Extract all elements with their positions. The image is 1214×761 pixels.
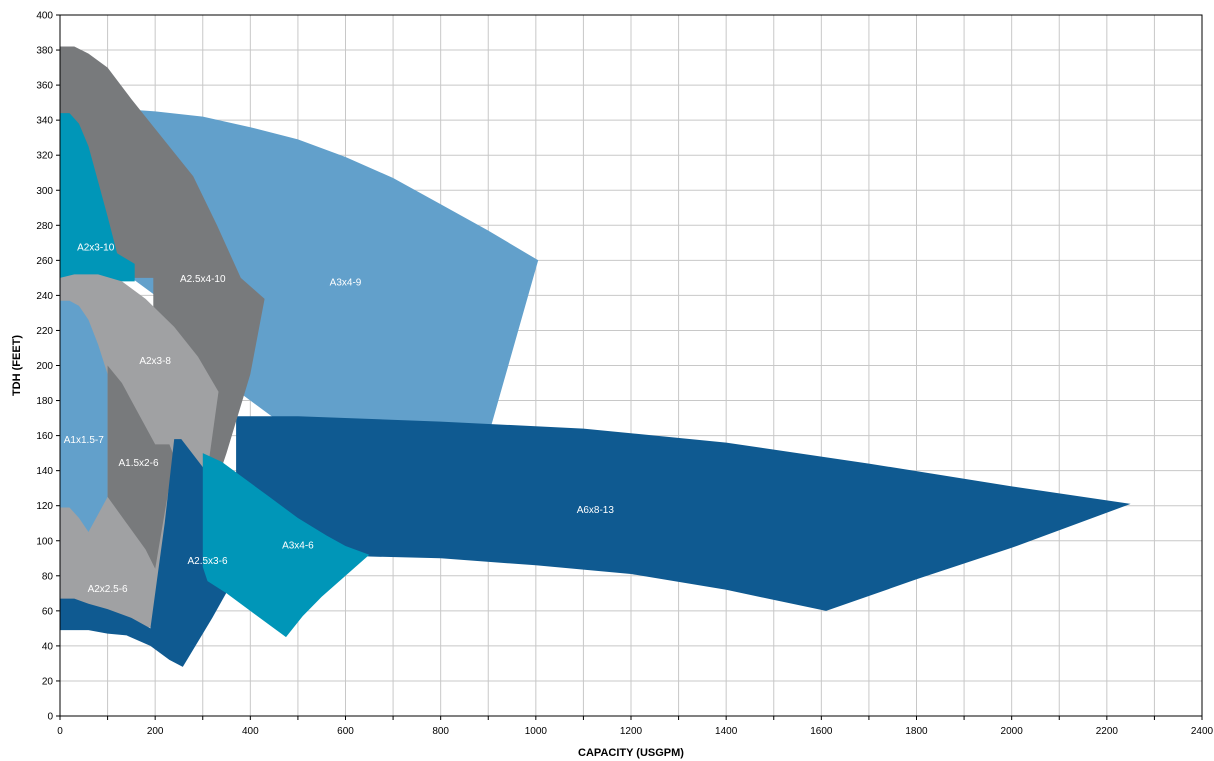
y-tick-label: 280 <box>36 221 53 232</box>
y-tick-label: 380 <box>36 46 53 57</box>
region-a2x2-5-6 <box>60 496 170 629</box>
x-tick-label: 1800 <box>905 726 928 737</box>
x-tick-label: 200 <box>147 726 164 737</box>
y-tick-label: 400 <box>36 11 53 22</box>
y-tick-label: 180 <box>36 396 53 407</box>
y-tick-label: 40 <box>42 641 54 652</box>
y-tick-label: 120 <box>36 501 53 512</box>
x-tick-label: 2400 <box>1191 726 1214 737</box>
axes <box>56 14 1203 720</box>
x-tick-label: 1000 <box>525 726 548 737</box>
region-a1-5x2-6 <box>107 365 175 569</box>
region-a2x3-10 <box>60 113 135 282</box>
y-tick-label: 240 <box>36 291 53 302</box>
y-tick-label: 0 <box>47 712 53 723</box>
region-labels: A3x4-9 A6x8-13 A2.5x4-10 A2x3-10 A2x3-8 A1x1.… <box>64 242 615 595</box>
x-tick-label: 1600 <box>810 726 833 737</box>
region-label: A2x3-10 <box>77 242 115 253</box>
region-label: A2x2.5-6 <box>88 584 128 595</box>
region-a3x4-6 <box>202 453 370 638</box>
y-tick-label: 20 <box>42 676 54 687</box>
y-tick-label: 200 <box>36 361 53 372</box>
y-tick-label: 320 <box>36 151 53 162</box>
region-label: A2.5x3-6 <box>187 556 227 567</box>
region-label: A2.5x4-10 <box>180 274 226 285</box>
y-tick-label: 80 <box>42 571 54 582</box>
x-tick-label: 1400 <box>715 726 738 737</box>
y-tick-label: 60 <box>42 606 54 617</box>
region-label: A1x1.5-7 <box>64 435 104 446</box>
region-a1x1-5-7 <box>60 300 108 576</box>
y-axis-title: TDH (FEET) <box>11 335 23 396</box>
y-tick-label: 100 <box>36 536 53 547</box>
region-label: A1.5x2-6 <box>118 458 158 469</box>
x-axis-title: CAPACITY (USGPM) <box>578 747 684 759</box>
y-tick-label: 340 <box>36 116 53 127</box>
pump-regions <box>60 46 1131 667</box>
y-tick-label: 220 <box>36 326 53 337</box>
x-tick-label: 400 <box>242 726 259 737</box>
region-a2-5x4-10 <box>60 46 265 576</box>
x-tick-label: 1200 <box>620 726 643 737</box>
grid <box>59 14 1203 717</box>
x-tick-label: 2200 <box>1096 726 1119 737</box>
x-tick-label: 800 <box>432 726 449 737</box>
region-label: A3x4-6 <box>282 540 314 551</box>
y-tick-label: 160 <box>36 431 53 442</box>
y-tick-label: 140 <box>36 466 53 477</box>
y-tick-label: 360 <box>36 81 53 92</box>
x-tick-label: 2000 <box>1001 726 1024 737</box>
region-a6x8-13 <box>236 416 1131 611</box>
region-label: A2x3-8 <box>139 356 171 367</box>
x-tick-label: 600 <box>337 726 354 737</box>
y-tick-label: 260 <box>36 256 53 267</box>
region-label: A6x8-13 <box>577 505 615 516</box>
x-tick-label: 0 <box>57 726 63 737</box>
tick-labels: 0 200 400 600 800 1000 1200 1400 1600 1800 2000 220… <box>36 11 1213 738</box>
y-tick-label: 300 <box>36 186 53 197</box>
region-label: A3x4-9 <box>330 277 362 288</box>
